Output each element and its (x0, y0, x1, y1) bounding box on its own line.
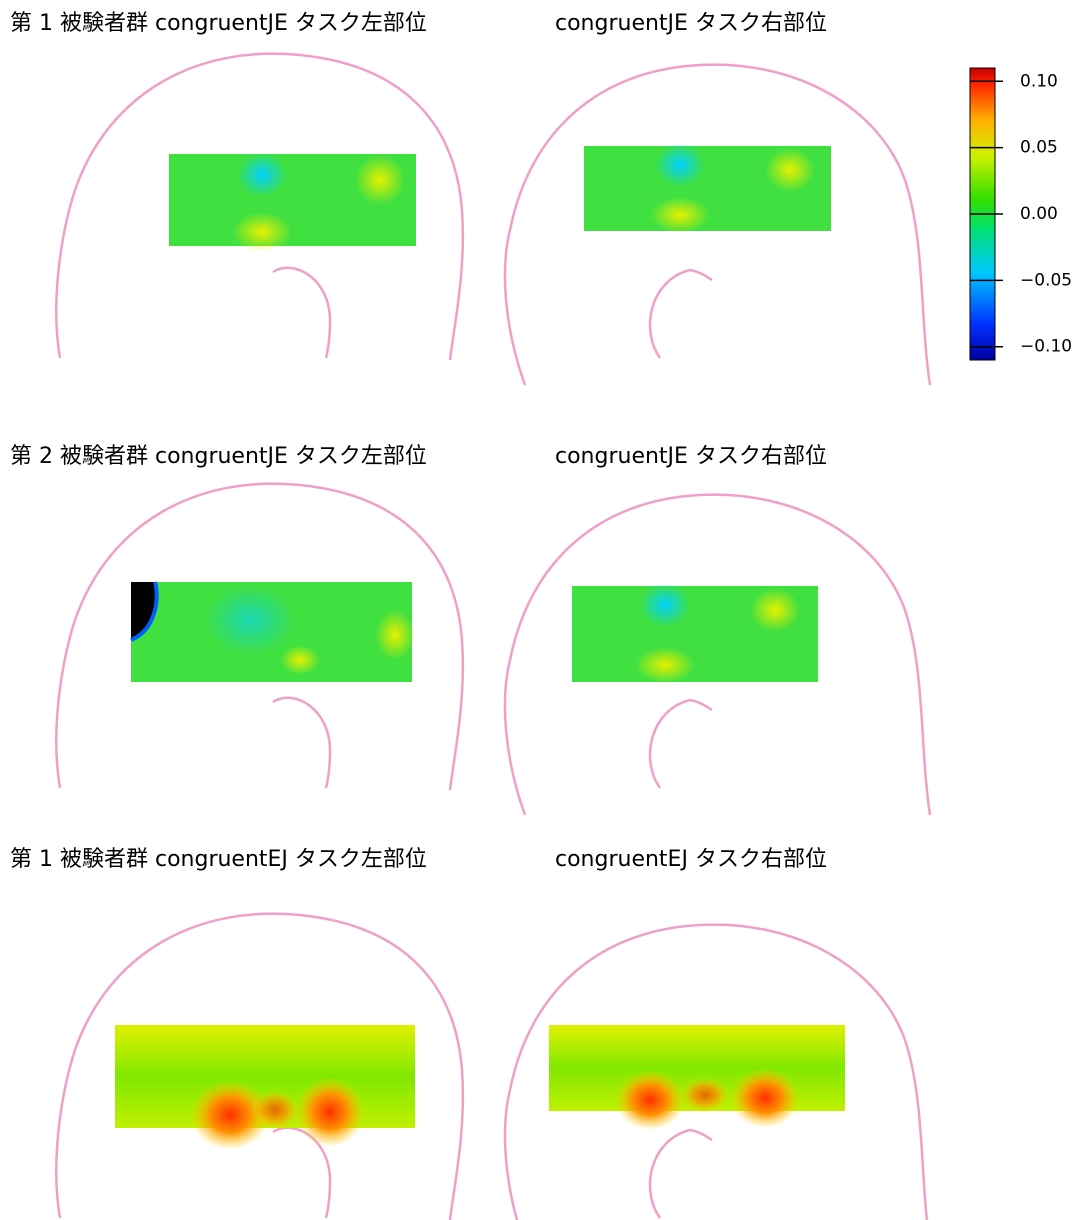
tick-label: −0.10 (1020, 337, 1072, 357)
panel-title: congruentJE タスク右部位 (555, 444, 827, 469)
heatmap (584, 143, 831, 233)
row-2 (55, 482, 932, 817)
panel-title: 第 1 被験者群 congruentJE タスク左部位 (10, 11, 427, 36)
panel-title: congruentEJ タスク右部位 (555, 847, 827, 872)
panel-title: 第 1 被験者群 congruentEJ タスク左部位 (10, 847, 427, 872)
heatmap (169, 153, 416, 252)
heatmap (115, 1025, 415, 1150)
row-3 (55, 912, 932, 1220)
heatmap (572, 583, 818, 683)
panel-title: 第 2 被験者群 congruentJE タスク左部位 (10, 444, 427, 469)
titles: 第 1 被験者群 congruentJE タスク左部位 congruentJE タ… (10, 11, 827, 872)
tick-label: 0.05 (1020, 138, 1058, 158)
row-1 (55, 52, 932, 387)
panel-title: congruentJE タスク右部位 (555, 11, 827, 36)
tick-label: −0.05 (1020, 270, 1072, 290)
tick-label: 0.10 (1020, 71, 1058, 91)
heatmap (130, 581, 415, 682)
colorbar: 0.10 0.05 0.00 −0.05 −0.10 (969, 67, 1072, 361)
heatmap (549, 1025, 845, 1130)
tick-label: 0.00 (1020, 204, 1058, 224)
